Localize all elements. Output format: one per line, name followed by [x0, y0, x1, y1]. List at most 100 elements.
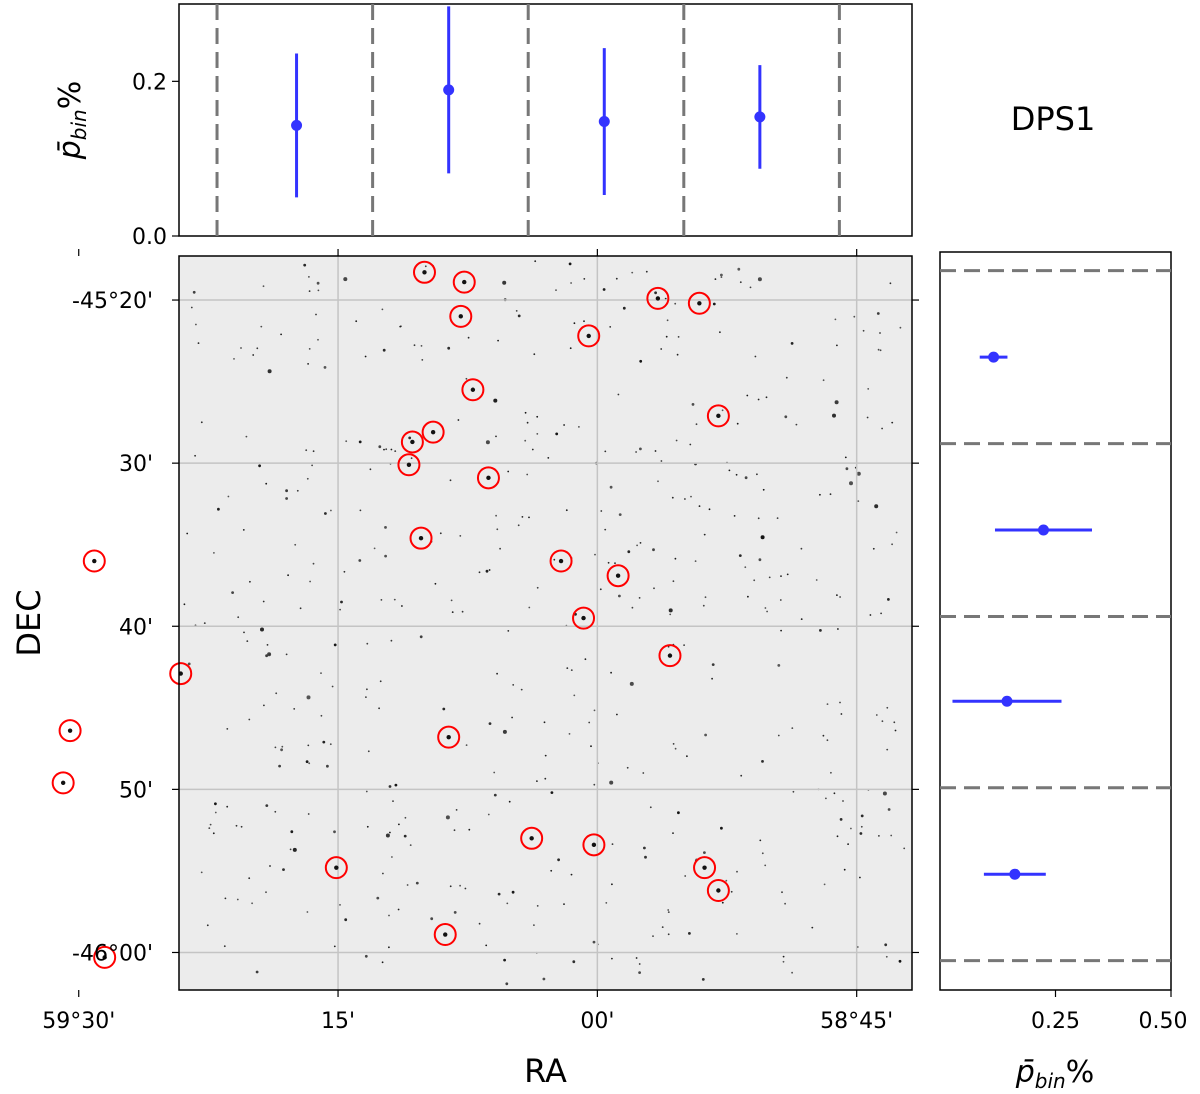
star-dot — [615, 573, 621, 578]
background-star — [834, 400, 839, 405]
background-star — [390, 448, 393, 451]
background-star — [217, 507, 220, 511]
background-star — [393, 598, 396, 601]
background-star — [701, 978, 705, 981]
background-star — [800, 547, 803, 550]
background-star — [308, 290, 311, 292]
background-star — [588, 721, 591, 724]
background-star — [555, 432, 559, 436]
background-star — [737, 267, 741, 271]
background-star — [860, 825, 863, 828]
sky-map-frame — [178, 255, 913, 991]
background-star — [450, 599, 453, 602]
background-star — [862, 329, 865, 332]
background-star — [399, 325, 402, 328]
background-star — [739, 281, 742, 284]
background-star — [583, 278, 586, 280]
background-star — [826, 703, 829, 705]
background-star — [736, 933, 738, 935]
background-star — [536, 586, 539, 589]
background-star — [487, 813, 490, 816]
background-star — [780, 575, 782, 577]
background-star — [730, 890, 733, 893]
background-star — [757, 277, 762, 282]
background-star — [528, 606, 531, 609]
background-star — [401, 605, 403, 607]
background-star — [782, 955, 785, 958]
background-star — [324, 512, 327, 515]
background-star — [889, 282, 892, 285]
background-star — [744, 476, 748, 480]
y-tick-label: 0.2 — [132, 70, 167, 95]
background-star — [631, 606, 634, 609]
background-star — [642, 772, 645, 774]
background-star — [736, 422, 739, 425]
background-star — [447, 346, 451, 350]
background-star — [493, 771, 496, 774]
background-star — [792, 790, 795, 793]
background-star — [511, 890, 515, 894]
background-star — [439, 532, 442, 535]
background-star — [451, 611, 454, 613]
background-star — [850, 827, 852, 830]
background-star — [899, 326, 902, 329]
background-star — [344, 918, 348, 922]
background-star — [255, 970, 259, 974]
background-star — [672, 743, 675, 745]
background-star — [877, 348, 880, 351]
star-marker — [582, 833, 606, 857]
star-dot — [102, 955, 107, 960]
background-star — [226, 728, 229, 730]
background-star — [605, 902, 608, 904]
background-star — [294, 543, 297, 546]
background-star — [262, 285, 265, 288]
background-star — [782, 960, 785, 963]
sky-map-panel: 59°30' 15' 00' 58°45' -45°20' 30' 40' 50' -46°00… — [10, 249, 919, 1090]
background-star — [834, 318, 837, 321]
background-star — [245, 435, 248, 438]
background-star — [703, 533, 706, 536]
star-marker — [400, 430, 424, 454]
x-tick-label: 0.25 — [1031, 1009, 1080, 1034]
background-star — [703, 851, 706, 854]
background-star — [265, 482, 268, 485]
background-star — [413, 344, 416, 347]
background-star — [866, 416, 869, 419]
background-star — [847, 843, 849, 845]
dec-tick-label: -46°00' — [72, 941, 153, 966]
background-star — [627, 550, 631, 554]
background-star — [622, 306, 626, 310]
background-star — [320, 714, 323, 717]
background-star — [867, 388, 870, 390]
background-star — [233, 358, 235, 360]
background-star — [686, 755, 688, 758]
background-star — [657, 480, 659, 483]
background-star — [464, 887, 467, 890]
background-star — [602, 288, 606, 291]
star-dot — [60, 780, 66, 786]
background-star — [704, 733, 707, 737]
background-star — [388, 946, 390, 949]
background-star — [262, 600, 265, 603]
dec-tick-label: 50' — [119, 778, 153, 803]
background-star — [610, 671, 612, 674]
background-star — [280, 748, 283, 752]
background-star — [569, 347, 572, 350]
top-bin-panel: 0.0 0.2 p̄bin% — [53, 3, 913, 250]
background-star — [382, 872, 384, 875]
background-star — [186, 532, 189, 535]
background-star — [364, 355, 367, 358]
star-marker — [324, 856, 348, 880]
background-star — [672, 580, 675, 583]
background-star — [359, 509, 362, 512]
background-star — [691, 403, 695, 406]
star-marker — [706, 879, 730, 903]
background-star — [615, 277, 618, 280]
x-axis-label: RA — [524, 1052, 567, 1090]
background-star — [517, 314, 521, 318]
background-star — [684, 875, 687, 877]
background-star — [563, 903, 565, 905]
background-star — [570, 873, 573, 876]
background-star — [195, 323, 197, 326]
